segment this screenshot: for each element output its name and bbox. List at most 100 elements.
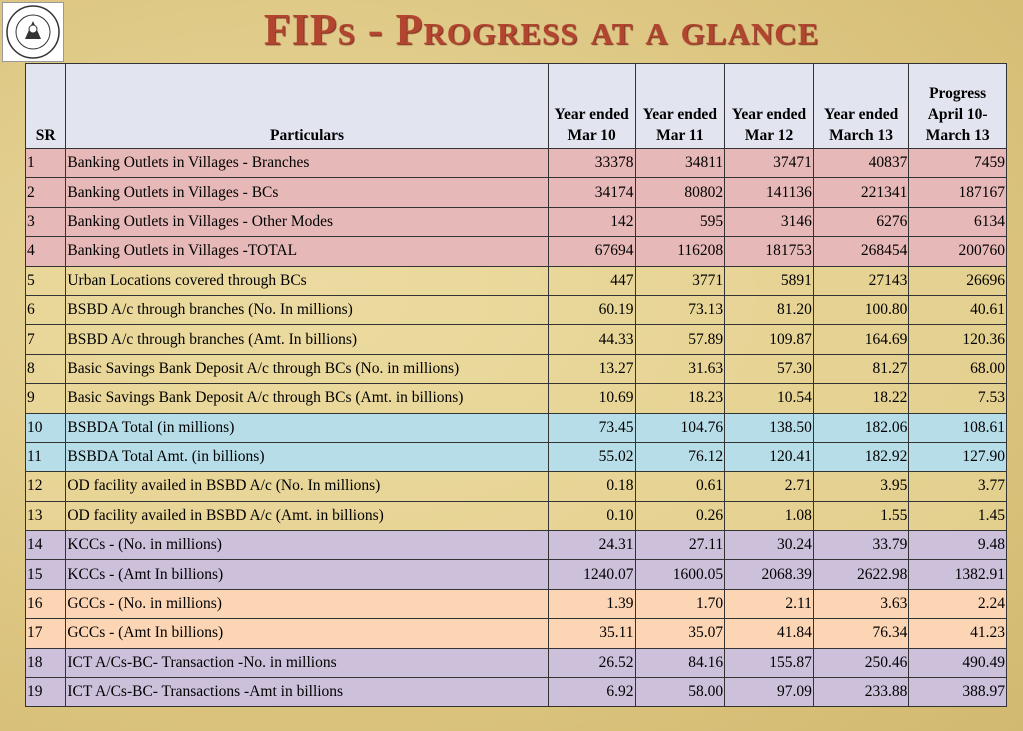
sr-cell: 16	[24, 588, 67, 620]
value-cell: 490.49	[908, 647, 1007, 679]
value-cell: 35.11	[547, 618, 636, 649]
value-cell: 1.70	[634, 588, 726, 620]
header-cell: SR	[24, 63, 67, 149]
value-cell: 155.87	[724, 647, 814, 679]
table-row: 17 GCCs - (Amt In billions) 35.11 35.07 41.8…	[24, 618, 1007, 649]
value-cell: 1240.07	[547, 559, 636, 590]
particulars-cell: Banking Outlets in Villages - Other Mode…	[65, 206, 549, 238]
value-cell: 30.24	[724, 530, 814, 561]
value-cell: 0.10	[547, 500, 636, 532]
sr-cell: 4	[24, 236, 67, 267]
value-cell: 2.11	[724, 588, 814, 620]
table-row: 9 Basic Savings Bank Deposit A/c through …	[24, 383, 1007, 414]
particulars-cell: Banking Outlets in Villages - BCs	[65, 177, 549, 208]
value-cell: 34811	[634, 147, 726, 179]
value-cell: 60.19	[547, 294, 636, 326]
header-row: SR Particulars Year ended Mar 10 Year ended…	[24, 63, 1007, 149]
particulars-cell: OD facility availed in BSBD A/c (Amt. in…	[65, 500, 549, 532]
value-cell: 55.02	[547, 441, 636, 473]
particulars-cell: Basic Savings Bank Deposit A/c through B…	[65, 353, 549, 385]
particulars-cell: BSBD A/c through branches (Amt. In billi…	[65, 324, 549, 355]
value-cell: 6134	[908, 206, 1007, 238]
value-cell: 97.09	[724, 677, 814, 708]
value-cell: 1.45	[908, 500, 1007, 532]
value-cell: 10.54	[724, 383, 814, 414]
sr-cell: 8	[24, 353, 67, 385]
value-cell: 182.06	[812, 412, 910, 443]
value-cell: 13.27	[547, 353, 636, 385]
value-cell: 164.69	[812, 324, 910, 355]
value-cell: 27.11	[634, 530, 726, 561]
value-cell: 9.48	[908, 530, 1007, 561]
value-cell: 7.53	[908, 383, 1007, 414]
value-cell: 18.22	[812, 383, 910, 414]
value-cell: 35.07	[634, 618, 726, 649]
value-cell: 57.89	[634, 324, 726, 355]
value-cell: 57.30	[724, 353, 814, 385]
table-row: 4 Banking Outlets in Villages -TOTAL 67694…	[24, 236, 1007, 267]
table-row: 1 Banking Outlets in Villages - Branches 3…	[24, 147, 1007, 179]
table-row: 16 GCCs - (No. in millions) 1.39 1.70 2.11 3.…	[24, 588, 1007, 620]
value-cell: 40837	[812, 147, 910, 179]
value-cell: 44.33	[547, 324, 636, 355]
value-cell: 2.24	[908, 588, 1007, 620]
particulars-cell: ICT A/Cs-BC- Transaction -No. in million…	[65, 647, 549, 679]
value-cell: 250.46	[812, 647, 910, 679]
value-cell: 447	[547, 265, 636, 296]
value-cell: 0.61	[634, 471, 726, 502]
value-cell: 34174	[547, 177, 636, 208]
header-cell: Progress April 10- March 13	[908, 63, 1007, 149]
sr-cell: 19	[24, 677, 67, 708]
particulars-cell: Banking Outlets in Villages - Branches	[65, 147, 549, 179]
sr-cell: 11	[24, 441, 67, 473]
value-cell: 6.92	[547, 677, 636, 708]
value-cell: 0.26	[634, 500, 726, 532]
value-cell: 233.88	[812, 677, 910, 708]
table-row: 14 KCCs - (No. in millions) 24.31 27.11 30.2…	[24, 530, 1007, 561]
table-row: 13 OD facility availed in BSBD A/c (Amt. …	[24, 500, 1007, 532]
value-cell: 10.69	[547, 383, 636, 414]
value-cell: 108.61	[908, 412, 1007, 443]
value-cell: 80802	[634, 177, 726, 208]
value-cell: 0.18	[547, 471, 636, 502]
value-cell: 37471	[724, 147, 814, 179]
value-cell: 81.27	[812, 353, 910, 385]
header-cell: Year ended Mar 11	[634, 63, 726, 149]
value-cell: 3.77	[908, 471, 1007, 502]
table-row: 11 BSBDA Total Amt. (in billions) 55.02 76.…	[24, 441, 1007, 473]
logo	[2, 2, 64, 62]
value-cell: 1382.91	[908, 559, 1007, 590]
sr-cell: 10	[24, 412, 67, 443]
particulars-cell: BSBDA Total (in millions)	[65, 412, 549, 443]
value-cell: 26696	[908, 265, 1007, 296]
value-cell: 41.84	[724, 618, 814, 649]
particulars-cell: OD facility availed in BSBD A/c (No. In …	[65, 471, 549, 502]
table-row: 10 BSBDA Total (in millions) 73.45 104.76 13…	[24, 412, 1007, 443]
value-cell: 84.16	[634, 647, 726, 679]
particulars-cell: BSBDA Total Amt. (in billions)	[65, 441, 549, 473]
value-cell: 33.79	[812, 530, 910, 561]
title: FIPs - Progress at a glance	[263, 5, 820, 54]
sr-cell: 6	[24, 294, 67, 326]
value-cell: 3.95	[812, 471, 910, 502]
particulars-cell: GCCs - (No. in millions)	[65, 588, 549, 620]
value-cell: 116208	[634, 236, 726, 267]
table: SR Particulars Year ended Mar 10 Year ended…	[24, 63, 1007, 708]
value-cell: 200760	[908, 236, 1007, 267]
sr-cell: 13	[24, 500, 67, 532]
sr-cell: 12	[24, 471, 67, 502]
table-row: 8 Basic Savings Bank Deposit A/c through …	[24, 353, 1007, 385]
value-cell: 221341	[812, 177, 910, 208]
particulars-cell: KCCs - (No. in millions)	[65, 530, 549, 561]
value-cell: 40.61	[908, 294, 1007, 326]
value-cell: 41.23	[908, 618, 1007, 649]
value-cell: 138.50	[724, 412, 814, 443]
value-cell: 24.31	[547, 530, 636, 561]
sr-cell: 17	[24, 618, 67, 649]
value-cell: 1600.05	[634, 559, 726, 590]
header-cell: Year ended March 13	[812, 63, 910, 149]
value-cell: 141136	[724, 177, 814, 208]
value-cell: 2068.39	[724, 559, 814, 590]
value-cell: 33378	[547, 147, 636, 179]
value-cell: 127.90	[908, 441, 1007, 473]
